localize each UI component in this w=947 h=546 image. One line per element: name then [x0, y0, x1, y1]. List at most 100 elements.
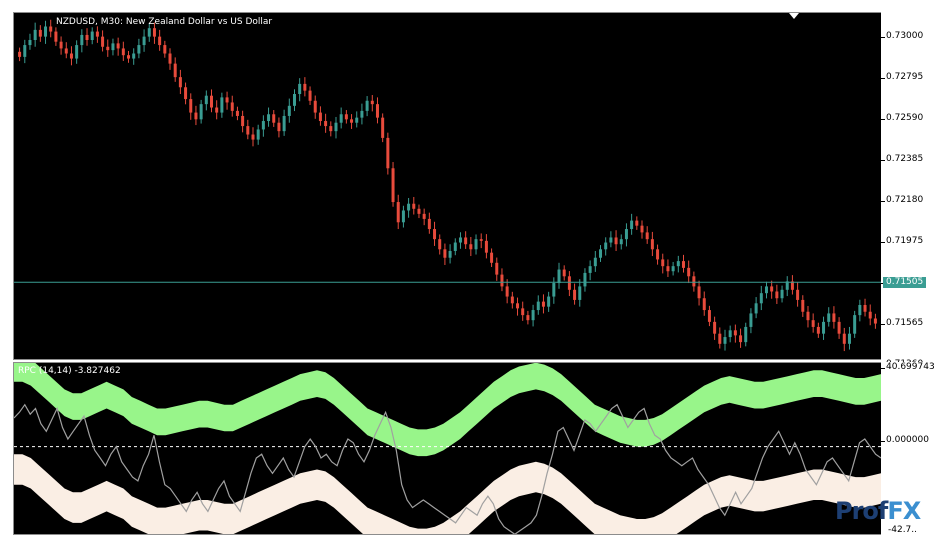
candle-body: [599, 249, 603, 258]
candle-body: [391, 168, 395, 203]
candle-body: [168, 53, 172, 64]
candle-body: [282, 115, 286, 132]
candle-body: [713, 321, 717, 334]
candle-body: [137, 45, 141, 54]
candle-body: [490, 252, 494, 263]
candle-body: [412, 203, 416, 209]
candle-body: [744, 326, 748, 343]
candlestick-chart[interactable]: [14, 13, 881, 359]
candle-body: [28, 40, 32, 46]
candle-body: [422, 213, 426, 219]
candle-body: [842, 333, 846, 344]
candle-body: [630, 220, 634, 230]
candle-body: [661, 259, 665, 267]
price-tick-label: 0.71565: [886, 318, 924, 328]
candle-body: [147, 28, 151, 37]
candle-body: [868, 311, 872, 319]
current-price-badge: 0.71505: [883, 277, 927, 289]
price-tick: [881, 242, 885, 243]
candle-body: [728, 330, 732, 338]
candle-body: [754, 303, 758, 314]
candle-body: [381, 117, 385, 138]
candle-body: [121, 48, 125, 56]
candle-body: [132, 53, 136, 59]
candle-body: [873, 318, 877, 324]
candle-body: [464, 237, 468, 245]
candle-body: [225, 97, 229, 103]
candle-body: [702, 298, 706, 311]
candle-body: [49, 26, 53, 32]
price-chart-pane[interactable]: [14, 13, 881, 359]
candle-body: [619, 239, 623, 245]
candle-body: [806, 311, 810, 321]
candle-body: [344, 114, 348, 120]
candle-body: [671, 266, 675, 272]
candle-body: [521, 308, 525, 316]
chart-title: NZDUSD, M30: New Zealand Dollar vs US Do…: [56, 17, 273, 27]
indicator-bottom-label: -42.7..: [888, 525, 918, 535]
candle-body: [111, 43, 115, 51]
candle-body: [433, 229, 437, 240]
candle-body: [386, 137, 390, 169]
price-tick: [881, 78, 885, 79]
price-scale[interactable]: 0.73000 0.72795 0.72590 0.72385 0.72180 0.719…: [881, 12, 947, 410]
candle-body: [567, 276, 571, 290]
candle-body: [85, 34, 89, 41]
candle-body: [375, 104, 379, 118]
indicator-zero-tick: [881, 441, 885, 442]
candle-body: [484, 240, 488, 253]
candle-body: [59, 41, 63, 49]
candle-body: [246, 126, 250, 135]
candle-body: [350, 119, 354, 123]
candle-body: [64, 48, 68, 54]
candle-body: [95, 31, 99, 37]
candle-body: [407, 203, 411, 211]
candle-body: [298, 83, 302, 95]
candle-body: [583, 272, 587, 287]
candle-body: [469, 244, 473, 250]
candle-body: [681, 261, 685, 268]
candle-body: [184, 87, 188, 100]
candle-body: [510, 296, 514, 304]
price-tick: [881, 119, 885, 120]
candle-body: [334, 122, 338, 132]
candle-body: [645, 232, 649, 240]
candle-body: [676, 261, 680, 267]
candle-body: [235, 110, 239, 116]
price-tick: [881, 201, 885, 202]
watermark-accent: FX: [887, 497, 921, 525]
candle-body: [178, 77, 182, 88]
candle-body: [54, 31, 58, 42]
candle-body: [443, 249, 447, 258]
candle-body: [210, 95, 214, 108]
candle-body: [516, 303, 520, 309]
price-tick: [881, 160, 885, 161]
candle-body: [785, 281, 789, 290]
candle-body: [666, 266, 670, 272]
candle-body: [801, 299, 805, 312]
candle-body: [635, 220, 639, 226]
candle-body: [277, 122, 281, 132]
candle-body: [324, 121, 328, 127]
candle-body: [313, 100, 317, 113]
rpc-indicator-chart[interactable]: [13, 355, 882, 546]
watermark-main: Prof: [835, 497, 888, 525]
candle-body: [329, 126, 333, 132]
rpc-line: [13, 403, 882, 536]
price-tick-label: 0.72590: [886, 113, 924, 123]
candle-body: [163, 45, 167, 54]
shift-marker-icon[interactable]: [789, 13, 799, 19]
candle-body: [396, 202, 400, 223]
candle-body: [718, 333, 722, 344]
candle-body: [858, 304, 862, 316]
candle-body: [552, 283, 556, 297]
candle-body: [832, 313, 836, 322]
indicator-scale[interactable]: 40.699743 0.000000: [881, 362, 947, 535]
candle-body: [790, 281, 794, 290]
candle-body: [609, 237, 613, 243]
indicator-pane[interactable]: [13, 355, 882, 546]
candle-body: [251, 134, 255, 140]
candle-body: [588, 266, 592, 273]
candle-body: [18, 51, 22, 57]
candle-body: [142, 36, 146, 46]
